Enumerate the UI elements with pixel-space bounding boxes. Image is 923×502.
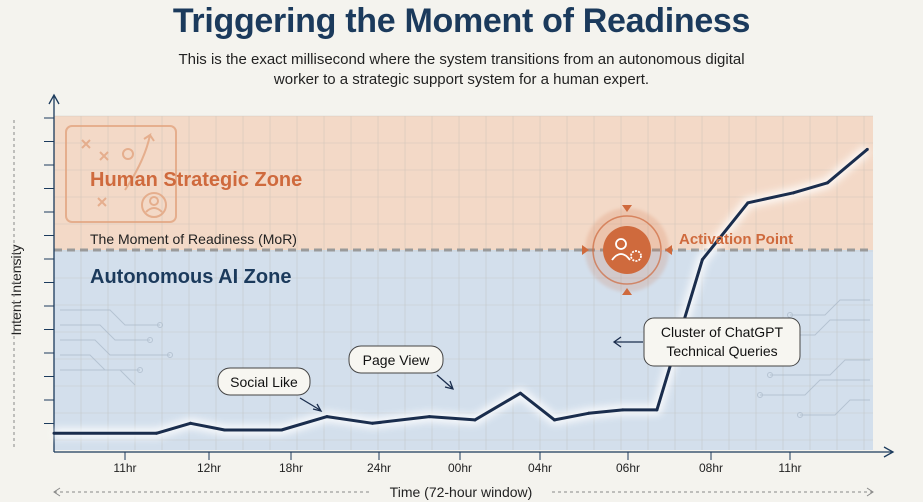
mor-label: The Moment of Readiness (MoR): [90, 231, 297, 247]
data-point: [154, 431, 158, 435]
page-view-callout: Page View: [348, 345, 455, 390]
data-point: [52, 431, 56, 435]
social-like-text: Social Like: [230, 374, 298, 390]
activation-point-label: Activation Point: [679, 231, 793, 248]
page-title: Triggering the Moment of Readiness: [172, 2, 751, 40]
y-axis-ticks: [44, 117, 54, 424]
x-tick-label: 06hr: [616, 461, 640, 475]
x-axis-title: Time (72-hour window): [390, 484, 533, 500]
data-point: [791, 191, 795, 195]
data-point: [655, 408, 659, 412]
data-point: [700, 258, 704, 262]
x-tick-label: 04hr: [528, 461, 552, 475]
x-tick-label: 08hr: [699, 461, 723, 475]
axes: [48, 93, 895, 458]
x-tick-label: 12hr: [197, 461, 221, 475]
human-zone-label: Human Strategic Zone: [90, 169, 302, 191]
x-axis-ticks: 11hr 12hr 18hr 24hr 00hr 04hr 06hr 08hr 11hr: [113, 452, 802, 475]
data-point: [371, 421, 374, 425]
data-point: [427, 415, 431, 419]
data-point: [473, 418, 477, 422]
x-tick-label: 24hr: [367, 461, 391, 475]
data-point: [865, 147, 869, 151]
data-points: [52, 147, 869, 435]
data-point: [280, 428, 283, 432]
data-point: [518, 391, 522, 395]
x-tick-label: 00hr: [448, 461, 472, 475]
cluster-text-line-1: Cluster of ChatGPT: [661, 324, 784, 340]
subtitle-line-2: worker to a strategic support system for…: [273, 71, 650, 88]
circuit-decoration-right: [757, 299, 870, 418]
data-point: [587, 411, 591, 415]
strategy-board-decoration: [65, 125, 177, 223]
data-point: [621, 408, 625, 412]
activation-point-marker: [582, 205, 672, 295]
y-axis-title: Intent Intensity: [8, 244, 24, 335]
ai-zone-label: Autonomous AI Zone: [90, 266, 291, 288]
data-point: [223, 428, 227, 432]
x-tick-label: 11hr: [113, 461, 136, 475]
subtitle-line-1: This is the exact millisecond where the …: [178, 51, 745, 68]
x-tick-label: 18hr: [279, 461, 303, 475]
social-like-callout: Social Like: [217, 367, 323, 413]
x-tick-label: 11hr: [778, 461, 801, 475]
page-view-text: Page View: [363, 352, 431, 368]
data-point: [189, 421, 192, 425]
data-point: [325, 415, 329, 419]
page-subtitle: This is the exact millisecond where the …: [100, 50, 823, 90]
x-axis-title-group: Time (72-hour window): [53, 484, 874, 500]
cluster-callout: Cluster of ChatGPT Technical Queries: [612, 317, 801, 367]
data-point: [746, 201, 750, 205]
data-point: [553, 418, 556, 422]
human-zone-area: [54, 116, 873, 250]
cluster-text-line-2: Technical Queries: [666, 343, 777, 359]
data-point: [826, 181, 829, 185]
circuit-decoration-left: [60, 309, 173, 386]
